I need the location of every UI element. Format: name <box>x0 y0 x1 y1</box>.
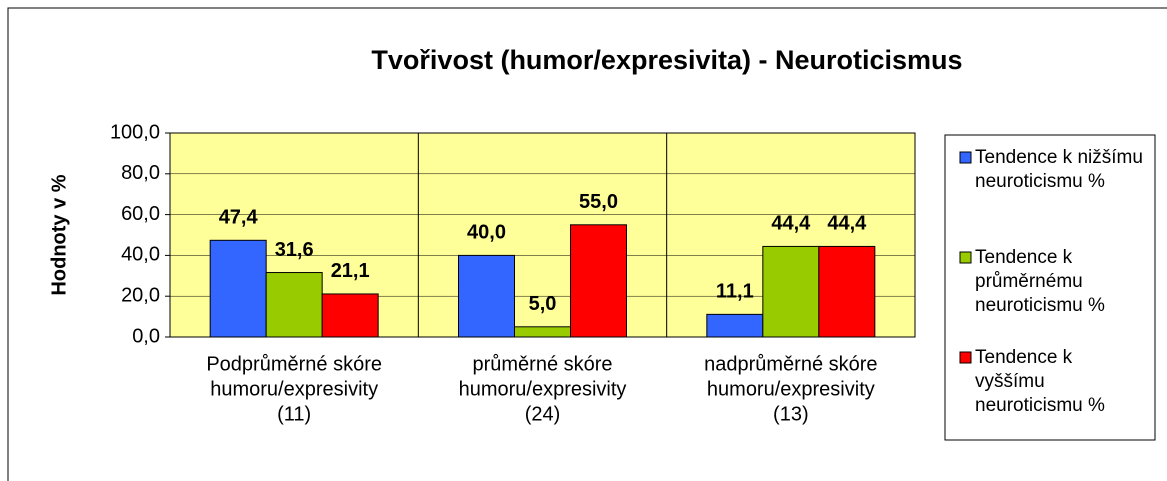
x-tick-label: humoru/expresivity <box>459 378 627 400</box>
data-label: 31,6 <box>275 239 314 261</box>
data-label: 44,4 <box>771 213 811 235</box>
bar <box>209 239 267 338</box>
legend-label: Tendence k vyššímu neuroticismu % <box>975 347 1105 416</box>
bar <box>514 326 571 338</box>
chart-border <box>7 7 1167 481</box>
y-tick-label: 40,0 <box>121 244 160 266</box>
legend-label: Tendence k nižšímu neuroticismu % <box>975 147 1143 192</box>
data-label: 21,1 <box>331 260 370 282</box>
data-label: 11,1 <box>716 281 754 303</box>
y-tick-label: 0,0 <box>132 325 160 347</box>
data-label: 5,0 <box>529 293 557 315</box>
x-tick-label: nadprůměrné skóre <box>704 353 877 375</box>
y-axis-label: Hodnoty v % <box>48 174 70 295</box>
bar <box>570 224 627 338</box>
plot-border <box>169 132 916 338</box>
bar <box>706 313 764 338</box>
data-label: 47,4 <box>219 207 259 229</box>
legend-swatch <box>959 351 972 364</box>
y-tick-label: 20,0 <box>121 284 160 306</box>
x-tick-label: průměrné skóre <box>472 353 612 375</box>
bar <box>818 245 876 338</box>
x-tick-label: humoru/expresivity <box>210 378 378 400</box>
legend-swatch <box>959 251 972 264</box>
bar <box>321 293 379 338</box>
chart-title: Tvořivost (humor/expresivita) - Neurotic… <box>371 45 962 75</box>
y-tick-label: 60,0 <box>121 203 160 225</box>
y-tick-label: 80,0 <box>121 162 160 184</box>
bar <box>458 254 515 338</box>
x-tick-label: (11) <box>277 403 311 425</box>
x-tick-label: (13) <box>773 403 809 425</box>
legend-swatch <box>959 151 972 164</box>
x-tick-label: (24) <box>525 403 561 425</box>
data-label: 40,0 <box>467 222 506 244</box>
x-tick-label: humoru/expresivity <box>707 378 875 400</box>
legend-box <box>944 134 1156 441</box>
data-label: 44,4 <box>827 213 867 235</box>
x-tick-label: Podprůměrné skóre <box>206 353 382 375</box>
y-tick-label: 100,0 <box>110 121 160 143</box>
legend-label: Tendence k průměrnému neuroticismu % <box>975 247 1105 316</box>
bar <box>265 272 323 338</box>
data-label: 55,0 <box>579 191 618 213</box>
bar <box>762 245 820 338</box>
